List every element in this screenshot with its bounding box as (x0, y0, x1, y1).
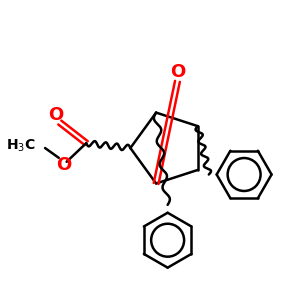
Text: O: O (48, 106, 64, 124)
Text: O: O (170, 63, 185, 81)
Text: O: O (56, 156, 71, 174)
Text: H$_3$C: H$_3$C (6, 138, 35, 154)
